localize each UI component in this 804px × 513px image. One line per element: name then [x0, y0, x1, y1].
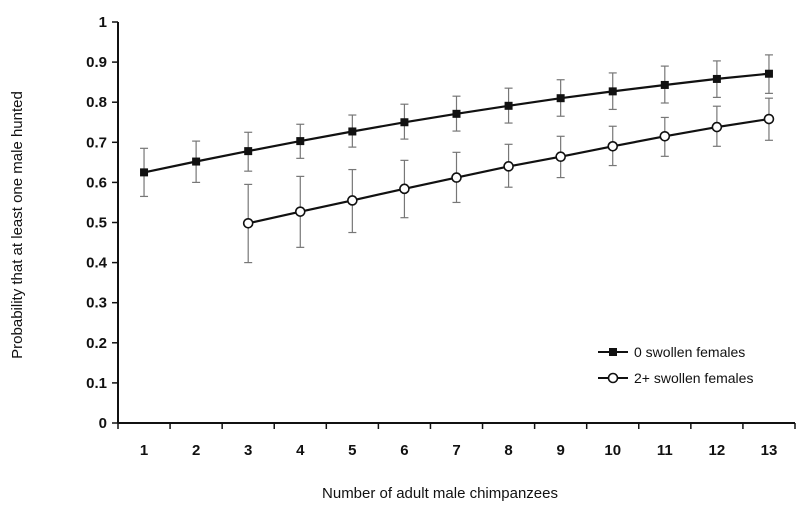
data-point: [556, 152, 565, 161]
data-point: [348, 196, 357, 205]
y-tick-label: 0: [99, 415, 107, 432]
x-tick-label: 5: [348, 442, 356, 459]
data-point: [765, 70, 773, 78]
y-tick-label: 0.6: [86, 174, 107, 191]
x-tick-label: 2: [192, 442, 200, 459]
legend-label: 2+ swollen females: [634, 370, 753, 386]
data-point: [400, 118, 408, 126]
data-point: [764, 115, 773, 124]
y-axis-title: Probability that at least one male hunte…: [9, 91, 26, 359]
data-point: [712, 123, 721, 132]
x-tick-label: 4: [296, 442, 305, 459]
data-point: [192, 158, 200, 166]
data-point: [140, 168, 148, 176]
x-tick-label: 3: [244, 442, 252, 459]
x-tick-label: 7: [452, 442, 460, 459]
data-point: [296, 207, 305, 216]
y-tick-label: 0.1: [86, 375, 107, 392]
y-tick-label: 0.4: [86, 255, 108, 272]
x-tick-label: 11: [657, 442, 673, 459]
legend: 0 swollen females 2+ swollen females: [598, 344, 753, 386]
axes: 00.10.20.30.40.50.60.70.80.911 2 3 4 5 6 7 8 9 10…: [86, 14, 795, 459]
data-point: [713, 75, 721, 83]
x-axis-title: Number of adult male chimpanzees: [322, 485, 558, 502]
legend-label: 0 swollen females: [634, 344, 745, 360]
data-point: [400, 184, 409, 193]
y-tick-label: 0.3: [86, 295, 107, 312]
x-tick-label: 1: [140, 442, 148, 459]
plot-area: [140, 55, 773, 263]
data-point: [660, 132, 669, 141]
data-point: [244, 147, 252, 155]
data-point: [244, 219, 253, 228]
data-point: [348, 127, 356, 135]
data-point: [557, 94, 565, 102]
x-tick-label: 10: [604, 442, 621, 459]
data-point: [608, 142, 617, 151]
data-point: [452, 173, 461, 182]
y-tick-label: 0.8: [86, 94, 107, 111]
x-tick-label: 9: [556, 442, 564, 459]
data-point: [505, 102, 513, 110]
data-point: [661, 81, 669, 89]
legend-marker: [609, 374, 618, 383]
y-tick-label: 0.7: [86, 134, 107, 151]
x-tick-label: 8: [504, 442, 512, 459]
data-point: [296, 137, 304, 145]
x-tick-label: 12: [709, 442, 726, 459]
data-point: [504, 162, 513, 171]
y-tick-label: 0.9: [86, 54, 107, 71]
y-tick-label: 0.5: [86, 215, 107, 232]
x-tick-label: 6: [400, 442, 408, 459]
y-tick-label: 0.2: [86, 335, 107, 352]
x-tick-label: 13: [761, 442, 778, 459]
legend-marker: [609, 348, 617, 356]
data-point: [609, 87, 617, 95]
y-tick-label: 1: [99, 14, 107, 31]
data-point: [453, 110, 461, 118]
